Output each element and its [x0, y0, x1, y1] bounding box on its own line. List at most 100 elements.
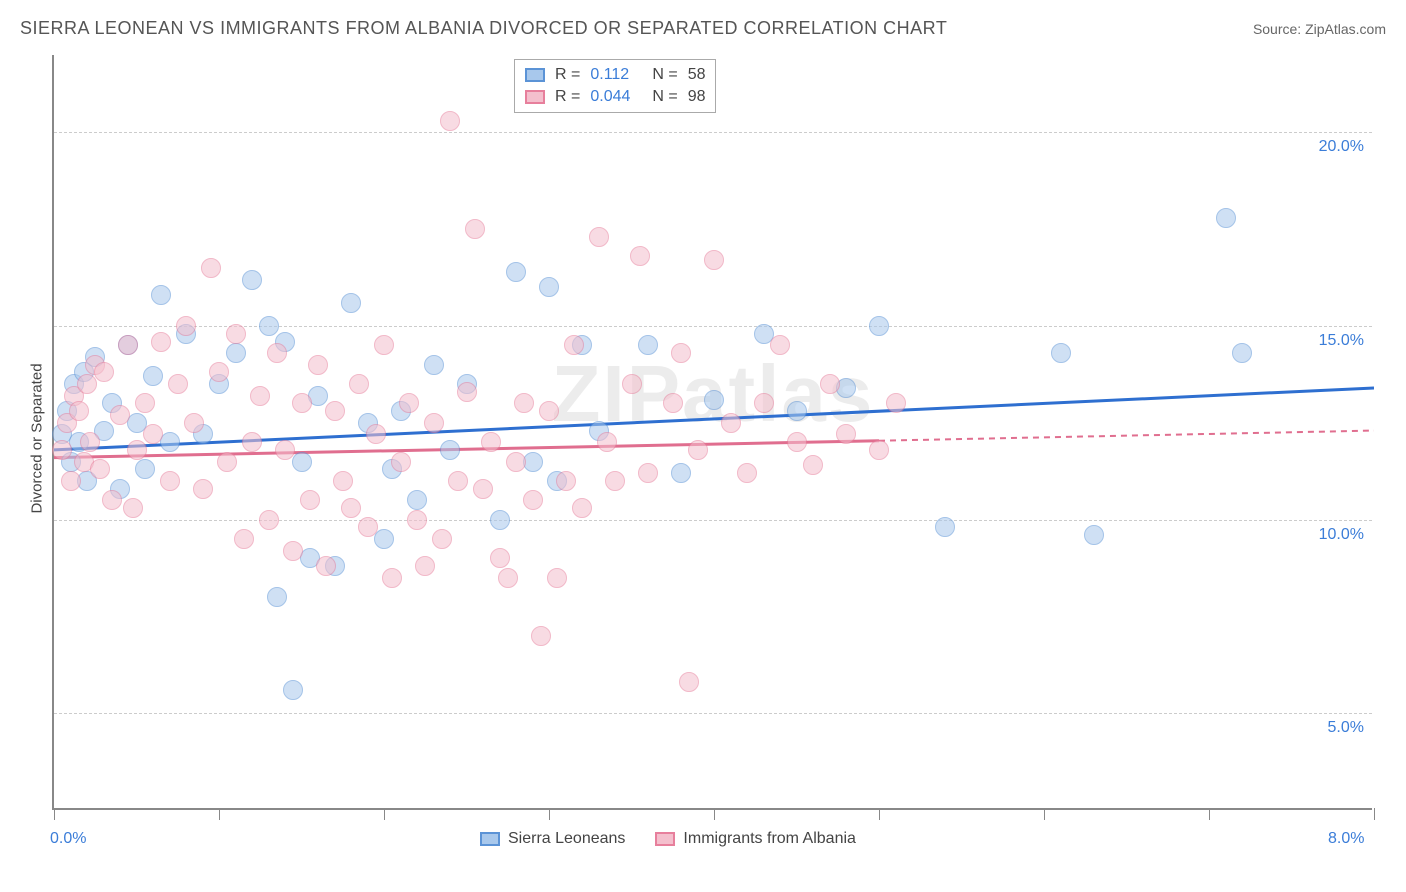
- data-point: [803, 455, 823, 475]
- data-point: [193, 479, 213, 499]
- data-point: [514, 393, 534, 413]
- data-point: [176, 316, 196, 336]
- legend-n-value: 58: [688, 66, 706, 84]
- data-point: [234, 529, 254, 549]
- data-point: [341, 498, 361, 518]
- series-legend: Sierra Leoneans Immigrants from Albania: [480, 830, 856, 848]
- data-point: [135, 393, 155, 413]
- data-point: [69, 401, 89, 421]
- data-point: [292, 452, 312, 472]
- data-point: [341, 293, 361, 313]
- legend-swatch: [655, 832, 675, 846]
- data-point: [209, 362, 229, 382]
- data-point: [333, 471, 353, 491]
- data-point: [267, 343, 287, 363]
- legend-row: R =0.112N =58: [525, 64, 705, 86]
- legend-label: Sierra Leoneans: [508, 830, 625, 848]
- data-point: [151, 332, 171, 352]
- data-point: [308, 355, 328, 375]
- data-point: [506, 452, 526, 472]
- data-point: [539, 401, 559, 421]
- legend-r-value: 0.044: [590, 88, 642, 106]
- data-point: [704, 390, 724, 410]
- data-point: [382, 568, 402, 588]
- x-tick: [879, 808, 880, 820]
- data-point: [217, 452, 237, 472]
- data-point: [226, 343, 246, 363]
- data-point: [572, 498, 592, 518]
- data-point: [374, 335, 394, 355]
- data-point: [1084, 525, 1104, 545]
- data-point: [1216, 208, 1236, 228]
- data-point: [498, 568, 518, 588]
- gridline-horizontal: [54, 326, 1372, 327]
- data-point: [300, 490, 320, 510]
- data-point: [80, 432, 100, 452]
- data-point: [597, 432, 617, 452]
- data-point: [605, 471, 625, 491]
- data-point: [754, 393, 774, 413]
- data-point: [432, 529, 452, 549]
- y-tick-label: 10.0%: [1319, 526, 1364, 544]
- x-tick: [714, 808, 715, 820]
- data-point: [135, 459, 155, 479]
- data-point: [118, 335, 138, 355]
- data-point: [52, 440, 72, 460]
- legend-r-value: 0.112: [590, 66, 642, 84]
- data-point: [292, 393, 312, 413]
- data-point: [160, 471, 180, 491]
- data-point: [316, 556, 336, 576]
- plot-area: ZIPatlas R =0.112N =58R =0.044N =98 5.0%…: [52, 55, 1372, 810]
- data-point: [143, 424, 163, 444]
- data-point: [415, 556, 435, 576]
- legend-n-label: N =: [652, 88, 677, 106]
- y-tick-label: 15.0%: [1319, 332, 1364, 350]
- data-point: [407, 490, 427, 510]
- data-point: [391, 452, 411, 472]
- data-point: [663, 393, 683, 413]
- legend-swatch: [480, 832, 500, 846]
- data-point: [184, 413, 204, 433]
- data-point: [259, 316, 279, 336]
- data-point: [259, 510, 279, 530]
- legend-r-label: R =: [555, 88, 580, 106]
- data-point: [547, 568, 567, 588]
- data-point: [242, 270, 262, 290]
- gridline-horizontal: [54, 132, 1372, 133]
- data-point: [473, 479, 493, 499]
- data-point: [770, 335, 790, 355]
- data-point: [671, 463, 691, 483]
- data-point: [151, 285, 171, 305]
- data-point: [820, 374, 840, 394]
- data-point: [465, 219, 485, 239]
- data-point: [531, 626, 551, 646]
- data-point: [589, 227, 609, 247]
- legend-swatch: [525, 90, 545, 104]
- data-point: [407, 510, 427, 530]
- data-point: [275, 440, 295, 460]
- data-point: [267, 587, 287, 607]
- data-point: [374, 529, 394, 549]
- legend-swatch: [525, 68, 545, 82]
- data-point: [424, 413, 444, 433]
- correlation-legend: R =0.112N =58 R = 0.044 N = 98: [514, 59, 716, 113]
- gridline-horizontal: [54, 713, 1372, 714]
- data-point: [481, 432, 501, 452]
- y-tick-label: 20.0%: [1319, 138, 1364, 156]
- data-point: [523, 490, 543, 510]
- x-tick: [54, 808, 55, 820]
- data-point: [399, 393, 419, 413]
- data-point: [564, 335, 584, 355]
- data-point: [622, 374, 642, 394]
- data-point: [127, 440, 147, 460]
- x-tick: [1374, 808, 1375, 820]
- legend-n-value: 98: [688, 88, 706, 106]
- data-point: [556, 471, 576, 491]
- source-label: Source: ZipAtlas.com: [1253, 21, 1386, 37]
- legend-item: Immigrants from Albania: [655, 830, 856, 848]
- data-point: [424, 355, 444, 375]
- data-point: [1051, 343, 1071, 363]
- data-point: [168, 374, 188, 394]
- legend-item: Sierra Leoneans: [480, 830, 625, 848]
- gridline-horizontal: [54, 520, 1372, 521]
